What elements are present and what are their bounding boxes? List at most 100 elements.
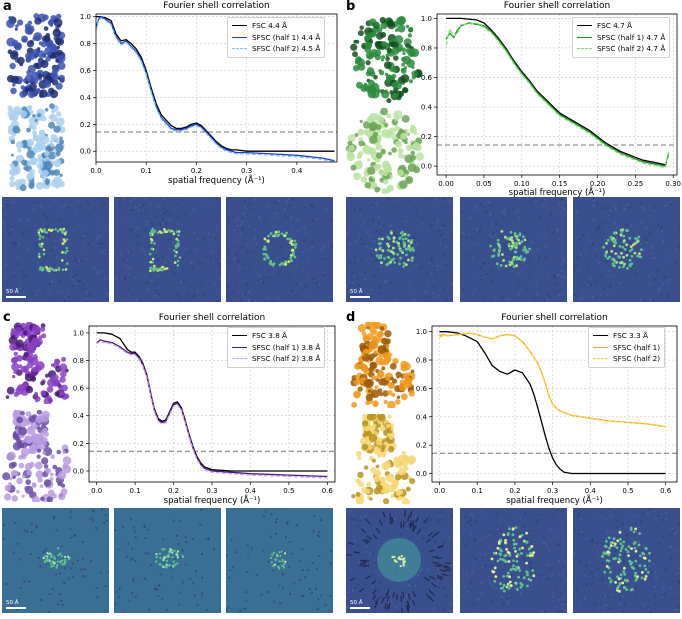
slice-noise [449,564,452,567]
slice-noise [363,278,366,281]
slice-feature [377,538,421,582]
slice-noise [473,538,476,540]
slice-noise [241,220,244,223]
slice-noise [58,280,61,283]
slice-noise [558,211,561,214]
slice-noise [131,594,134,597]
slice-noise [566,298,567,300]
slice-noise [287,204,290,207]
plot-frame [431,325,678,483]
model-texture [30,357,39,366]
slice-feature [393,555,396,559]
model-texture [404,140,408,145]
slice-noise [462,288,465,291]
slice-noise [474,205,477,208]
slice-noise [129,200,132,203]
slice-noise [646,512,649,515]
slice-feature [517,238,520,242]
slice-noise [74,282,77,285]
slice-noise [204,301,207,302]
model-texture [42,451,46,455]
slice-noise [61,244,63,247]
slice-noise [491,281,494,283]
slice-noise [51,593,54,596]
slice-feature [62,238,66,241]
model-texture [38,41,43,46]
slice-feature [515,258,519,261]
slice-noise [228,572,231,575]
slice-feature [59,552,62,555]
slice-noise [647,608,650,611]
slice-feature [531,553,534,557]
model-texture [409,128,414,133]
model-texture [401,62,405,67]
slice-feature [162,556,166,560]
slice-feature [402,241,406,245]
slice-noise [97,514,100,517]
slice-noise [649,611,652,613]
model-texture [14,179,22,187]
slice-noise [601,221,604,224]
slice-background [2,508,109,613]
model-texture [25,385,34,394]
slice-noise [212,548,215,551]
slice-noise [667,295,670,298]
slice-noise [291,533,294,536]
slice-feature [627,554,630,557]
model-texture [355,478,361,484]
slice-noise [171,271,174,273]
slice-feature [606,550,610,554]
slice-noise [555,291,558,294]
slice-noise [393,232,395,235]
model-texture [409,79,413,84]
slice-noise [150,564,153,567]
slice-background [573,508,680,613]
slice-noise [317,511,320,514]
slice-noise [285,200,288,203]
slice-noise [131,547,134,550]
model-a-top [2,12,70,100]
slice-noise [539,216,542,219]
slice-feature [51,228,54,232]
slice-noise [72,275,75,278]
slice-feature [644,575,648,578]
slice-noise [525,237,528,240]
slice-noise [603,287,606,290]
slice-noise [587,235,590,238]
slice-feature [428,596,434,602]
slice-noise [124,259,127,262]
slice-feature [526,573,529,577]
slice-noise [547,563,550,566]
model-texture [376,412,385,421]
slice-noise [489,269,492,272]
slice-noise [441,528,444,531]
slice-noise [449,567,452,570]
slice-noise [86,526,89,529]
model-texture [374,21,380,27]
slice-noise [443,287,445,290]
slice-feature [263,237,267,241]
slice-noise [443,587,446,590]
slice-feature [514,250,518,254]
slice-noise [378,225,381,228]
slice-noise [301,547,304,550]
model-texture [394,125,400,132]
slice-noise [143,577,146,580]
model-texture [357,471,364,479]
legend-entry: SFSC (half 1) 4.4 Å [232,32,320,44]
slice-noise [330,562,333,565]
slice-noise [42,551,45,553]
slice-feature [443,565,450,568]
slice-noise [503,209,506,212]
slice-feature [605,540,608,543]
model-texture [406,144,413,151]
model-texture [54,37,62,45]
slice-noise [674,248,677,251]
slice-noise [451,207,453,210]
slice-feature [502,575,506,578]
slice-feature [176,244,180,248]
slice-noise [586,284,589,287]
slice-feature [290,243,294,246]
slice-noise [640,520,643,523]
model-texture [380,424,385,430]
